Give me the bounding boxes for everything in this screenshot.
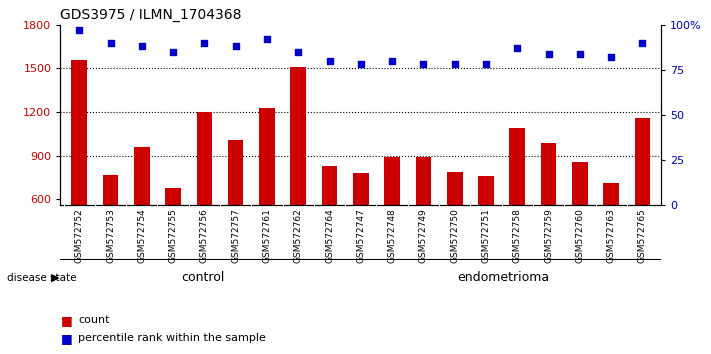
- Text: ■: ■: [60, 332, 73, 344]
- Bar: [134, 147, 149, 205]
- Bar: [447, 172, 463, 205]
- Text: ▶: ▶: [50, 273, 59, 283]
- Text: GSM572764: GSM572764: [325, 208, 334, 263]
- Text: GSM572758: GSM572758: [513, 208, 522, 263]
- Text: GSM572751: GSM572751: [481, 208, 491, 263]
- Point: [324, 58, 335, 64]
- Point: [198, 40, 210, 46]
- Point: [606, 55, 617, 60]
- Bar: [572, 162, 588, 205]
- Bar: [259, 108, 274, 205]
- Text: GSM572748: GSM572748: [387, 208, 397, 263]
- Point: [387, 58, 398, 64]
- Text: count: count: [78, 315, 109, 325]
- Point: [261, 36, 272, 42]
- Point: [418, 62, 429, 67]
- Text: percentile rank within the sample: percentile rank within the sample: [78, 333, 266, 343]
- Point: [356, 62, 367, 67]
- Text: ■: ■: [60, 314, 73, 327]
- Text: control: control: [181, 272, 225, 284]
- Text: disease state: disease state: [7, 273, 77, 283]
- Point: [481, 62, 492, 67]
- Bar: [71, 60, 87, 205]
- Point: [574, 51, 586, 57]
- Text: GSM572765: GSM572765: [638, 208, 647, 263]
- Bar: [604, 183, 619, 205]
- Bar: [290, 67, 306, 205]
- Text: GSM572757: GSM572757: [231, 208, 240, 263]
- Text: GSM572749: GSM572749: [419, 208, 428, 263]
- Point: [637, 40, 648, 46]
- Bar: [385, 157, 400, 205]
- Text: GSM572750: GSM572750: [450, 208, 459, 263]
- Bar: [479, 176, 494, 205]
- Text: GSM572753: GSM572753: [106, 208, 115, 263]
- Point: [73, 27, 85, 33]
- Text: GSM572754: GSM572754: [137, 208, 146, 263]
- Point: [449, 62, 461, 67]
- Text: GSM572747: GSM572747: [356, 208, 365, 263]
- Text: GSM572755: GSM572755: [169, 208, 178, 263]
- Point: [105, 40, 116, 46]
- Bar: [353, 173, 369, 205]
- Point: [292, 49, 304, 55]
- Point: [136, 44, 147, 49]
- Text: GSM572759: GSM572759: [544, 208, 553, 263]
- Text: GSM572762: GSM572762: [294, 208, 303, 263]
- Bar: [228, 140, 243, 205]
- Point: [543, 51, 555, 57]
- Bar: [321, 166, 337, 205]
- Point: [167, 49, 178, 55]
- Text: GSM572760: GSM572760: [575, 208, 584, 263]
- Point: [230, 44, 241, 49]
- Point: [512, 45, 523, 51]
- Text: endometrioma: endometrioma: [457, 272, 549, 284]
- Text: GDS3975 / ILMN_1704368: GDS3975 / ILMN_1704368: [60, 8, 242, 22]
- Bar: [196, 112, 212, 205]
- Text: GSM572752: GSM572752: [75, 208, 84, 263]
- Bar: [102, 175, 118, 205]
- Bar: [510, 128, 525, 205]
- Text: GSM572756: GSM572756: [200, 208, 209, 263]
- Bar: [541, 143, 557, 205]
- Text: GSM572761: GSM572761: [262, 208, 272, 263]
- Bar: [165, 188, 181, 205]
- Bar: [635, 118, 651, 205]
- Bar: [416, 157, 432, 205]
- Text: GSM572763: GSM572763: [606, 208, 616, 263]
